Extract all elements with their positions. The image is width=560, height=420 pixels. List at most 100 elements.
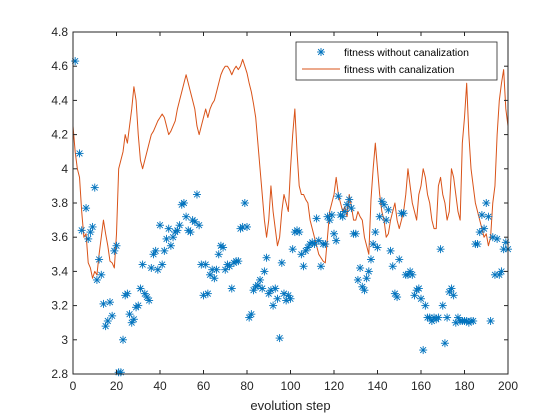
x-axis-label: evolution step — [250, 398, 330, 413]
y-tick-label: 3.8 — [51, 196, 68, 210]
scatter-point — [366, 255, 375, 264]
scatter-point — [271, 284, 280, 293]
x-tick-label: 100 — [280, 379, 300, 393]
scatter-point — [134, 301, 143, 310]
scatter-point — [356, 263, 365, 272]
scatter-point — [375, 212, 384, 221]
scatter-point — [486, 316, 495, 325]
scatter-point — [227, 284, 236, 293]
legend-box — [295, 41, 498, 81]
scatter-point — [419, 346, 428, 355]
scatter-point — [345, 195, 354, 204]
scatter-point — [136, 284, 145, 293]
scatter-point — [373, 243, 382, 252]
scatter-point — [295, 228, 304, 237]
scatter-point — [105, 298, 114, 307]
scatter-point — [95, 255, 104, 264]
scatter-point — [275, 334, 284, 343]
scatter-point — [123, 289, 132, 298]
scatter-point — [414, 284, 423, 293]
scatter-point — [340, 207, 349, 216]
scatter-point — [103, 316, 112, 325]
scatter-point — [162, 234, 171, 243]
scatter-point — [347, 204, 356, 213]
scatter-point — [447, 284, 456, 293]
scatter-point — [175, 221, 184, 230]
scatter-point — [269, 301, 278, 310]
scatter-point — [179, 199, 188, 207]
y-tick-label: 3.6 — [51, 230, 68, 244]
scatter-point — [88, 222, 97, 231]
scatter-point — [258, 284, 267, 293]
scatter-point — [473, 240, 482, 249]
scatter-point — [273, 294, 282, 303]
scatter-point — [164, 224, 173, 233]
scatter-point — [288, 245, 297, 254]
scatter-point — [480, 224, 489, 233]
x-tick-label: 80 — [240, 379, 254, 393]
scatter-point — [332, 236, 341, 245]
scatter-point — [203, 289, 212, 298]
scatter-point — [310, 240, 319, 249]
scatter-point — [195, 221, 204, 230]
scatter-point — [190, 217, 199, 226]
scatter-point — [421, 301, 430, 310]
scatter-point — [327, 210, 336, 219]
scatter-point — [417, 294, 425, 303]
scatter-point — [501, 238, 510, 247]
scatter-point — [145, 296, 154, 305]
scatter-point — [369, 240, 378, 249]
x-tick-label: 60 — [197, 379, 211, 393]
scatter-point — [192, 190, 201, 199]
scatter-point — [75, 149, 84, 158]
scatter-point — [321, 240, 330, 249]
scatter-point — [371, 228, 380, 237]
scatter-point — [395, 255, 404, 264]
scatter-point — [386, 246, 395, 255]
legend-label-series-1: fitness without canalization — [344, 47, 469, 59]
scatter-point — [138, 260, 147, 269]
x-tick-label: 0 — [70, 379, 77, 393]
scatter-point — [297, 250, 306, 259]
scatter-point — [243, 222, 251, 231]
legend-label-series-2: fitness with canalization — [344, 64, 454, 76]
scatter-point — [84, 234, 93, 243]
scatter-point — [393, 293, 402, 302]
scatter-point — [312, 214, 321, 223]
scatter-point — [440, 339, 449, 348]
scatter-point — [330, 229, 338, 238]
x-tick-label: 120 — [324, 379, 344, 393]
scatter-point — [97, 270, 106, 279]
x-tick-label: 140 — [367, 379, 387, 393]
scatter-point — [362, 274, 371, 283]
scatter-point — [314, 236, 323, 245]
scatter-point — [484, 212, 493, 221]
scatter-point — [151, 246, 160, 255]
scatter-point — [82, 204, 91, 213]
scatter-point — [112, 241, 121, 250]
scatter-point — [153, 265, 162, 274]
series-line-fitness-with-canalization — [72, 58, 509, 279]
scatter-point — [438, 301, 447, 310]
scatter-point — [77, 226, 86, 235]
scatter-point — [299, 262, 308, 271]
x-tick-label: 180 — [454, 379, 474, 393]
series-layer — [71, 57, 512, 377]
scatter-point — [247, 310, 256, 319]
scatter-point — [436, 245, 445, 254]
scatter-point — [256, 275, 265, 284]
scatter-point — [449, 291, 458, 300]
scatter-point — [469, 316, 478, 325]
x-tick-label: 40 — [153, 379, 167, 393]
scatter-point — [186, 228, 195, 237]
scatter-point — [360, 286, 369, 295]
scatter-point — [212, 265, 221, 274]
scatter-point — [408, 270, 417, 279]
scatter-point — [160, 246, 169, 255]
scatter-point — [125, 310, 134, 319]
scatter-point — [260, 267, 269, 276]
scatter-point — [351, 229, 360, 238]
scatter-point — [116, 368, 125, 377]
scatter-point — [210, 274, 219, 283]
